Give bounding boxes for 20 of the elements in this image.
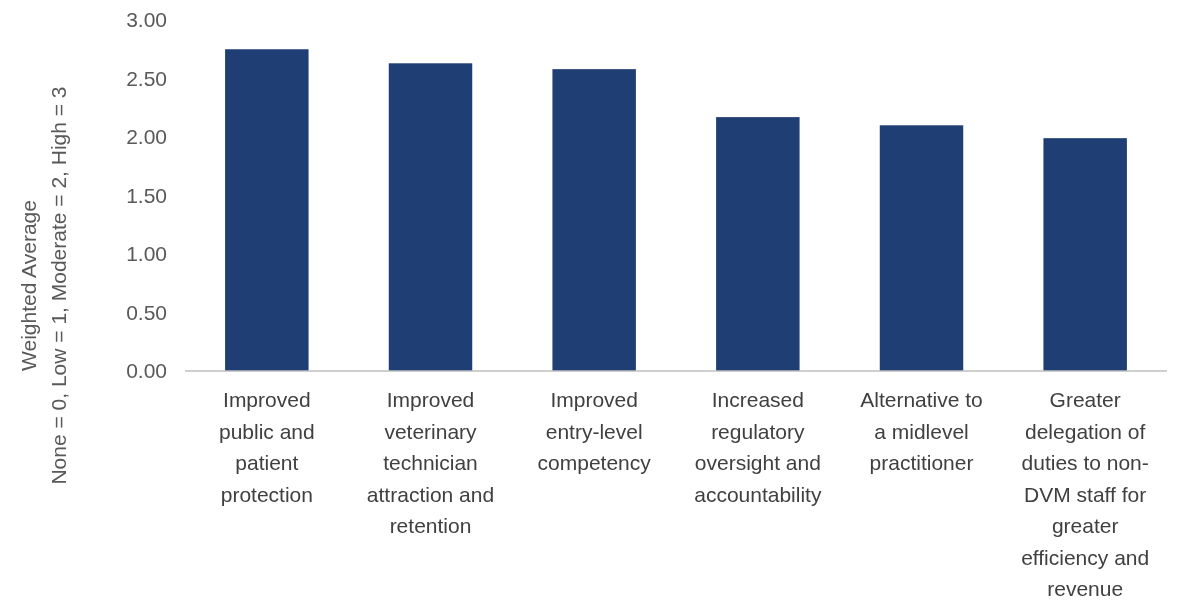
bar [225, 49, 309, 371]
x-tick-label: Improved entry-level competency [537, 388, 652, 474]
y-tick-label: 3.00 [126, 8, 167, 32]
bar [552, 69, 636, 371]
y-tick-label: 0.50 [126, 300, 167, 324]
x-tick-label: Improved veterinary technician attraction and retention [366, 388, 495, 537]
bar [1043, 138, 1127, 371]
y-tick-label: 1.00 [126, 242, 167, 266]
y-tick-label: 0.00 [126, 359, 167, 383]
y-tick-label: 1.50 [126, 183, 167, 207]
x-tick-label: Greater delegation of duties to non- DVM staff for greater efficiency and revenue [1021, 388, 1150, 600]
y-axis-title: Weighted Average None = 0, Low = 1, Moderate = 2, High = 3 [17, 86, 70, 485]
y-tick-label: 2.00 [126, 125, 167, 149]
x-tick-label: Increased regulatory oversight and accountability [694, 388, 822, 506]
x-tick-label: Alternative to a midlevel practitioner [860, 388, 983, 474]
x-tick-label: Improved public and patient protection [218, 388, 315, 506]
bar [879, 125, 964, 371]
bar [388, 63, 473, 371]
bar [716, 117, 800, 371]
y-tick-label: 2.50 [126, 66, 167, 90]
